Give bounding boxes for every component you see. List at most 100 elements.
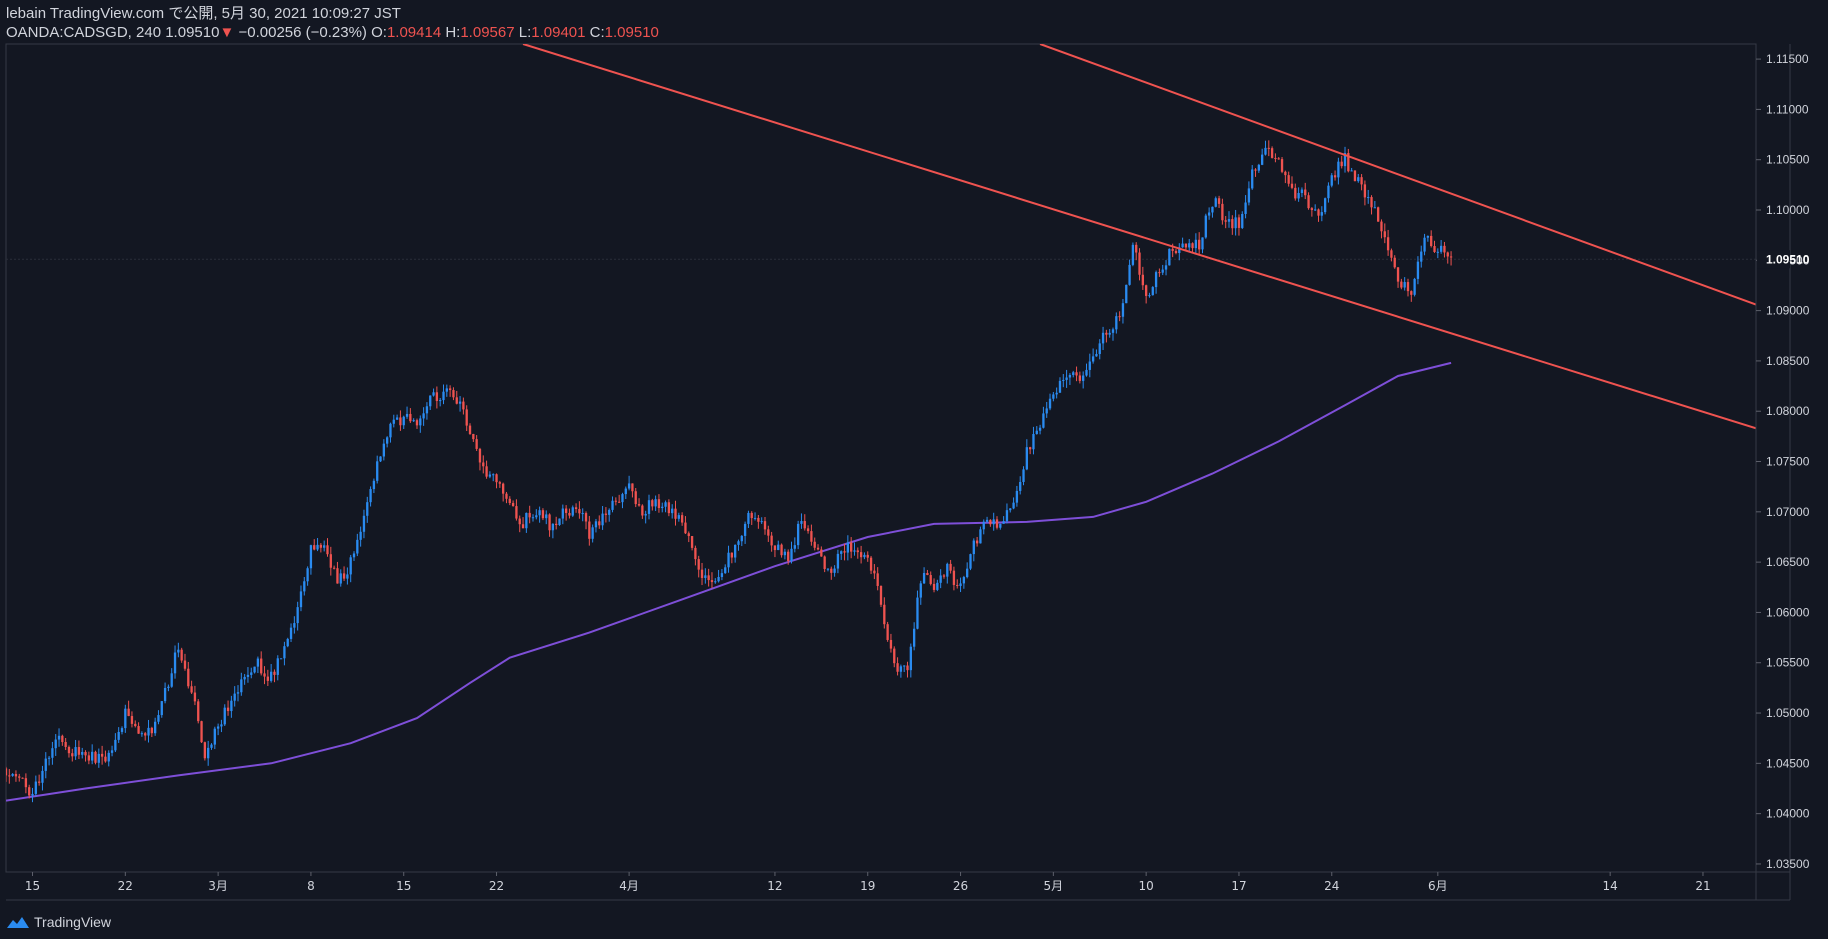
candle	[618, 494, 621, 503]
candle-body	[475, 439, 478, 449]
upper-trendline[interactable]	[1039, 44, 1756, 306]
candle-body	[903, 665, 906, 667]
candle	[1174, 249, 1178, 255]
candle-body	[289, 627, 293, 639]
symbol-label[interactable]: OANDA:CADSGD, 240	[6, 24, 162, 41]
candle	[1198, 232, 1201, 255]
candle	[896, 657, 899, 676]
candle-body	[1413, 278, 1416, 295]
candle	[326, 538, 329, 557]
candle	[1154, 270, 1158, 294]
candle-body	[1284, 171, 1287, 176]
time-axis[interactable]: 15 22 3月 8 15 22 4月 12 19 26 5月 10 17 24 6月 14 21	[25, 872, 1711, 893]
price-axis[interactable]: 1.03500 1.04000 1.04500 1.05000 1.05500 1.060…	[1756, 52, 1810, 871]
candle	[256, 656, 260, 674]
candle-body	[644, 513, 647, 516]
candle	[445, 384, 448, 397]
candle-body	[1048, 398, 1052, 409]
candle	[1234, 209, 1237, 236]
candle	[1267, 140, 1270, 157]
candle	[253, 666, 256, 674]
candle-body	[1062, 379, 1065, 381]
candle-body	[1234, 217, 1237, 229]
candle	[932, 578, 936, 593]
candle	[1410, 290, 1413, 302]
candle-body	[303, 581, 306, 592]
candle-body	[1396, 267, 1400, 282]
candle-body	[843, 551, 846, 553]
candle-body	[478, 448, 482, 463]
candle	[1224, 216, 1227, 229]
candle	[969, 553, 972, 571]
candle	[462, 397, 465, 415]
candle	[1191, 242, 1194, 253]
candle	[1194, 233, 1198, 254]
candle-body	[326, 545, 329, 555]
candle	[906, 661, 909, 678]
candle	[1062, 374, 1065, 388]
candle	[472, 433, 475, 442]
candle-body	[1307, 195, 1310, 209]
y-tick-label: 1.11500	[1766, 52, 1809, 66]
candle-body	[1002, 521, 1005, 524]
candle-body	[359, 531, 362, 540]
candle	[372, 478, 376, 494]
y-tick-label: 1.06500	[1766, 555, 1810, 569]
candle	[329, 546, 332, 576]
candle-body	[1367, 197, 1370, 199]
candle	[651, 498, 654, 511]
candle-body	[1118, 316, 1121, 318]
candle	[1433, 240, 1436, 253]
candle-body	[293, 623, 296, 628]
candle-body	[81, 751, 84, 755]
candle-body	[1357, 177, 1360, 182]
candle	[498, 480, 502, 488]
candle	[273, 669, 276, 683]
candle-body	[1383, 231, 1386, 238]
candle	[1214, 196, 1217, 208]
candle-body	[674, 508, 677, 519]
candle	[435, 386, 439, 409]
candle	[104, 750, 107, 763]
candle-body	[883, 604, 886, 625]
candle-body	[31, 793, 34, 796]
candle-body	[535, 515, 538, 518]
candle-body	[492, 474, 495, 476]
candle-body	[110, 750, 114, 753]
candle-body	[1012, 502, 1015, 509]
y-tick-label: 1.04000	[1766, 807, 1810, 821]
candle	[946, 562, 949, 584]
brand-label[interactable]: TradingView	[34, 914, 112, 930]
lower-trendline[interactable]	[522, 44, 1756, 430]
candle	[41, 765, 44, 791]
candle-body	[153, 721, 157, 734]
candle-body	[1161, 269, 1164, 273]
candle-body	[866, 554, 869, 558]
candle-body	[1360, 177, 1363, 185]
candle-body	[1370, 197, 1373, 208]
candle-body	[972, 540, 975, 555]
candle	[750, 511, 753, 525]
candle	[160, 701, 163, 718]
candle	[448, 385, 452, 397]
candle-body	[47, 757, 51, 759]
candle	[1091, 348, 1095, 364]
candle	[293, 616, 296, 634]
candle	[1082, 371, 1085, 389]
candle-body	[18, 776, 21, 778]
candle	[866, 551, 869, 562]
candle-body	[180, 649, 183, 661]
candle	[250, 667, 253, 679]
candle	[81, 747, 84, 759]
candle	[899, 664, 903, 678]
candle	[1138, 248, 1141, 281]
candle-body	[51, 748, 54, 758]
candle-body	[200, 721, 203, 743]
candle	[704, 568, 707, 584]
candle	[1019, 476, 1022, 495]
candle-body	[979, 529, 982, 544]
candle	[1294, 183, 1297, 201]
candle	[1274, 153, 1277, 163]
candle	[598, 515, 601, 529]
